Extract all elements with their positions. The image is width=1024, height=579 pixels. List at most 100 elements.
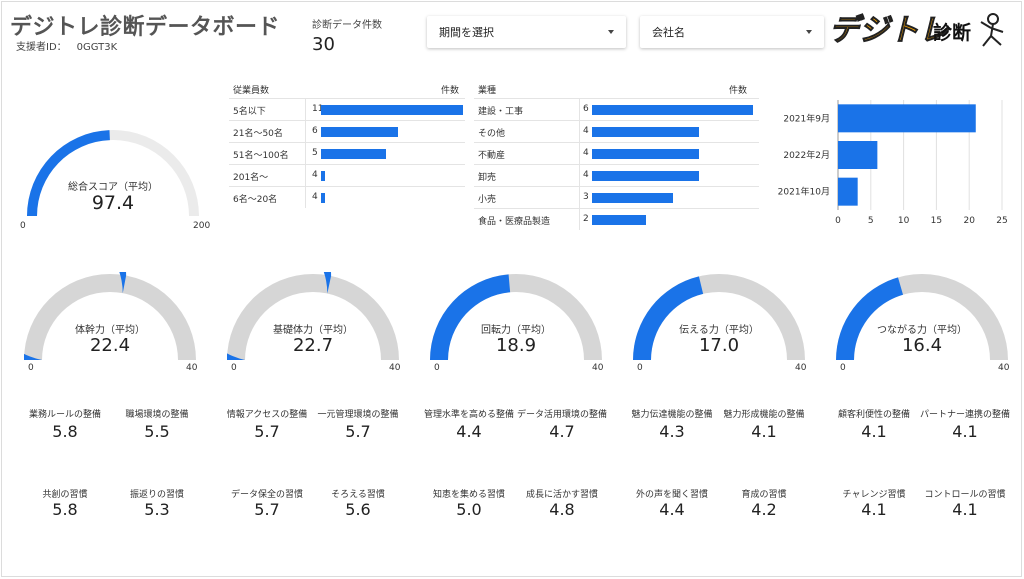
metric-label: 一元管理環境の整備: [317, 410, 399, 420]
metric-label: 魅力伝達機能の整備: [631, 410, 713, 420]
gauge-min-label: 0: [840, 363, 846, 373]
table-row: その他 4: [474, 120, 759, 142]
gauge-max-label: 200: [193, 221, 211, 231]
metric-label: コントロールの習慣: [924, 490, 1006, 500]
metric-value: 4.1: [861, 500, 887, 519]
gauge-label: 体幹力（平均）: [75, 325, 145, 336]
supporter-id: 0GGT3K: [76, 42, 118, 53]
table-header: 従業員数 件数: [229, 80, 465, 98]
gauge-fill: [633, 276, 704, 360]
table-row: 卸売 4: [474, 164, 759, 186]
row-count: 4: [312, 192, 318, 202]
column-header: 件数: [440, 86, 459, 96]
metric-label: 共創の習慣: [42, 490, 88, 500]
gauge-max-label: 40: [998, 363, 1010, 373]
gauge-max-label: 40: [389, 363, 401, 373]
row-count: 4: [312, 170, 318, 180]
gauge-label: 回転力（平均）: [481, 325, 551, 336]
gauge-min-label: 0: [20, 221, 26, 231]
tick-label: 15: [931, 216, 942, 226]
period-dropdown-label: 期間を選択: [439, 26, 494, 39]
supporter-label: 支援者ID：: [16, 42, 67, 53]
period-dropdown[interactable]: 期間を選択: [427, 16, 626, 48]
brand-logo: デジトレ 診断: [829, 13, 1004, 49]
row-label: 建設・工事: [478, 107, 524, 117]
category-gauge: [24, 272, 196, 360]
metric-value: 5.6: [345, 500, 371, 519]
row-label: その他: [478, 129, 506, 139]
gauge-fill: [27, 130, 110, 216]
metric-label: チャレンジ習慣: [842, 490, 906, 500]
bar: [838, 177, 858, 206]
row-bar: [321, 193, 325, 203]
category-gauge: [227, 272, 399, 360]
total-score-gauge: [27, 130, 199, 216]
gauge-max-label: 40: [592, 363, 604, 373]
gauge-min-label: 0: [637, 363, 643, 373]
metric-value: 4.1: [952, 500, 978, 519]
table-row: 不動産 4: [474, 142, 759, 164]
row-label: 5名以下: [233, 107, 266, 117]
gauge-value: 16.4: [901, 335, 943, 356]
row-count: 5: [312, 148, 318, 158]
metric-value: 5.7: [254, 500, 280, 519]
metric-value: 5.8: [52, 500, 78, 519]
bar: [838, 104, 976, 133]
metric-value: 5.7: [254, 422, 280, 441]
metric-value: 5.8: [52, 422, 78, 441]
row-count: 4: [583, 126, 589, 136]
metric-label: 管理水準を高める整備: [423, 410, 514, 420]
category-label: 2021年10月: [778, 186, 830, 198]
metric-label: データ保全の習慣: [230, 490, 303, 500]
metric-value: 4.8: [549, 500, 575, 519]
row-count: 11: [312, 104, 324, 114]
metric-value: 4.3: [659, 422, 685, 441]
supporter-info: 支援者ID： 0GGT3K: [16, 38, 117, 53]
row-count: 3: [583, 192, 589, 202]
metric-label: 情報アクセスの整備: [226, 410, 308, 420]
bar: [838, 141, 878, 169]
metric-label: 振返りの習慣: [129, 490, 184, 500]
gauge-min-label: 0: [434, 363, 440, 373]
metric-label: 職場環境の整備: [125, 410, 189, 420]
table-row: 5名以下 11: [229, 98, 465, 120]
gauge-min-label: 0: [231, 363, 237, 373]
column-header: 業種: [478, 86, 497, 96]
gauge-label: 基礎体力（平均）: [273, 325, 353, 336]
metric-label: データ活用環境の整備: [516, 410, 607, 420]
page-title: デジトレ診断データボード: [10, 15, 281, 40]
gauge-fill: [836, 277, 904, 360]
metric-value: 4.4: [456, 422, 482, 441]
metric-value: 5.7: [345, 422, 371, 441]
tick-label: 5: [868, 216, 874, 226]
tick-label: 20: [963, 216, 975, 226]
row-bar: [321, 127, 398, 137]
metric-label: 育成の習慣: [741, 490, 787, 500]
gauge-min-label: 0: [28, 363, 34, 373]
row-bar: [321, 171, 325, 181]
row-bar: [321, 149, 386, 159]
company-dropdown[interactable]: 会社名: [640, 16, 824, 48]
metric-value: 4.1: [952, 422, 978, 441]
category-label: 2021年9月: [783, 112, 830, 124]
metric-value: 5.5: [144, 422, 170, 441]
svg-text:デジトレ: デジトレ: [829, 13, 950, 48]
svg-text:診断: 診断: [933, 21, 971, 44]
gauge-label: 伝える力（平均）: [679, 325, 759, 336]
metric-value: 4.2: [751, 500, 777, 519]
column-header: 件数: [728, 86, 747, 96]
gauge-fill: [430, 274, 511, 360]
period-bar-chart: 0 5 10 15 20 25 2021年9月 2022年2月 2021年10月: [778, 100, 1008, 226]
row-bar: [592, 193, 673, 203]
industry-table: 業種 件数 建設・工事 6 その他 4 不動産 4 卸売 4 小売 3 食品・医療品製造 2: [474, 80, 759, 232]
record-count-value: 30: [312, 34, 335, 55]
tick-label: 10: [898, 216, 910, 226]
table-row: 51名～100名 5: [229, 142, 465, 164]
row-bar: [592, 215, 646, 225]
metric-label: 知恵を集める習慣: [432, 490, 505, 500]
table-row: 小売 3: [474, 186, 759, 208]
metric-value: 5.0: [456, 500, 482, 519]
company-dropdown-label: 会社名: [652, 26, 685, 39]
metric-label: 魅力形成機能の整備: [723, 410, 805, 420]
